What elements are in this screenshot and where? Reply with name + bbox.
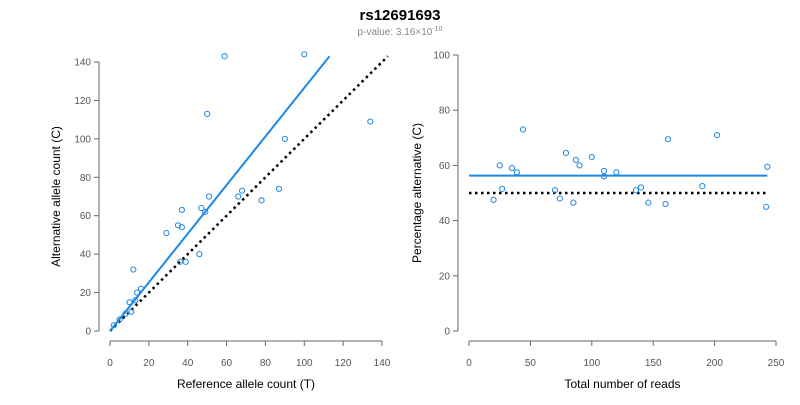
y-tick-label: 0 <box>85 327 91 338</box>
y-tick-label: 100 <box>74 134 91 145</box>
y-tick-label: 40 <box>80 250 92 261</box>
data-point <box>551 187 559 194</box>
y-tick-label: 0 <box>444 327 450 338</box>
data-point <box>632 187 640 194</box>
x-axis-label: Reference allele count (T) <box>177 377 315 391</box>
data-point <box>637 184 645 191</box>
x-tick-label: 20 <box>143 358 155 369</box>
x-tick-label: 100 <box>583 358 600 369</box>
data-point <box>713 131 721 139</box>
x-tick-label: 120 <box>335 358 352 369</box>
x-tick-label: 250 <box>768 358 785 369</box>
data-point <box>128 308 135 315</box>
x-tick-label: 60 <box>221 358 233 369</box>
data-point <box>645 199 652 206</box>
x-axis-label: Total number of reads <box>564 377 680 391</box>
data-point <box>576 162 583 169</box>
data-point <box>600 167 608 175</box>
chart-subtitle: p-value: 3.16×10-10 <box>358 26 443 38</box>
y-tick-label: 140 <box>74 58 91 69</box>
data-point <box>588 154 595 161</box>
x-tick-label: 0 <box>466 358 472 369</box>
data-point <box>130 266 137 273</box>
panel-percentage-alternative: 0 50 100 150 200 250 Total number of reads 0 20 4… <box>410 51 785 392</box>
y-tick-label: 20 <box>80 288 92 299</box>
reference-line <box>109 55 389 332</box>
data-point <box>764 163 771 170</box>
subtitle-prefix: p-value: 3.16×10 <box>358 27 433 38</box>
data-point <box>662 200 669 208</box>
data-point <box>126 299 133 306</box>
y-tick-label: 80 <box>80 173 92 184</box>
data-point <box>699 183 706 190</box>
data-point <box>664 136 672 143</box>
data-point <box>176 258 184 265</box>
data-point <box>132 297 139 304</box>
data-point <box>556 195 563 202</box>
data-point <box>110 322 117 329</box>
data-point <box>122 310 129 317</box>
y-tick-label: 40 <box>439 216 451 227</box>
data-point <box>182 258 189 265</box>
data-point <box>281 135 288 142</box>
x-tick-label: 150 <box>645 358 662 369</box>
x-tick-label: 200 <box>706 358 723 369</box>
data-point <box>367 118 374 125</box>
data-point <box>137 285 145 292</box>
x-tick-label: 50 <box>525 358 537 369</box>
data-point <box>301 51 308 58</box>
data-point <box>572 156 579 163</box>
panel-allele-counts: 0 20 40 60 80 100 120 140 Reference allele count… <box>49 51 391 391</box>
data-point <box>178 224 185 231</box>
data-point <box>508 165 516 172</box>
data-point <box>496 162 503 169</box>
x-tick-label: 100 <box>296 358 313 369</box>
y-tick-label: 100 <box>433 51 450 62</box>
data-point <box>235 193 242 200</box>
data-point <box>116 316 123 323</box>
fit-line <box>109 55 331 332</box>
data-point <box>258 197 265 204</box>
data-point <box>239 187 246 194</box>
data-point <box>221 53 228 60</box>
data-point <box>490 196 497 203</box>
y-axis-label: Alternative allele count (C) <box>49 126 63 267</box>
data-point <box>134 289 141 296</box>
y-tick-label: 120 <box>74 96 91 107</box>
chart-title: rs12691693 <box>360 7 441 24</box>
data-point <box>513 169 520 176</box>
x-tick-label: 140 <box>374 358 391 369</box>
data-point <box>570 199 577 206</box>
data-point <box>163 229 170 237</box>
x-tick-label: 0 <box>107 358 113 369</box>
x-tick-label: 40 <box>182 358 194 369</box>
data-point <box>499 185 506 192</box>
y-tick-label: 80 <box>439 106 451 117</box>
data-point <box>562 149 570 157</box>
data-point <box>613 169 620 176</box>
data-point <box>198 204 205 212</box>
subtitle-exponent: -10 <box>432 26 442 33</box>
data-point <box>763 203 770 210</box>
data-point <box>519 126 527 133</box>
data-point <box>204 110 211 117</box>
data-point <box>202 208 209 215</box>
y-tick-label: 20 <box>439 271 451 282</box>
y-tick-label: 60 <box>439 161 451 172</box>
data-point <box>196 251 203 258</box>
y-tick-label: 60 <box>80 211 92 222</box>
data-point <box>178 206 185 214</box>
data-point <box>275 185 283 192</box>
data-point <box>205 193 213 200</box>
x-tick-label: 80 <box>260 358 272 369</box>
y-axis-label: Percentage alternative (C) <box>410 123 424 263</box>
